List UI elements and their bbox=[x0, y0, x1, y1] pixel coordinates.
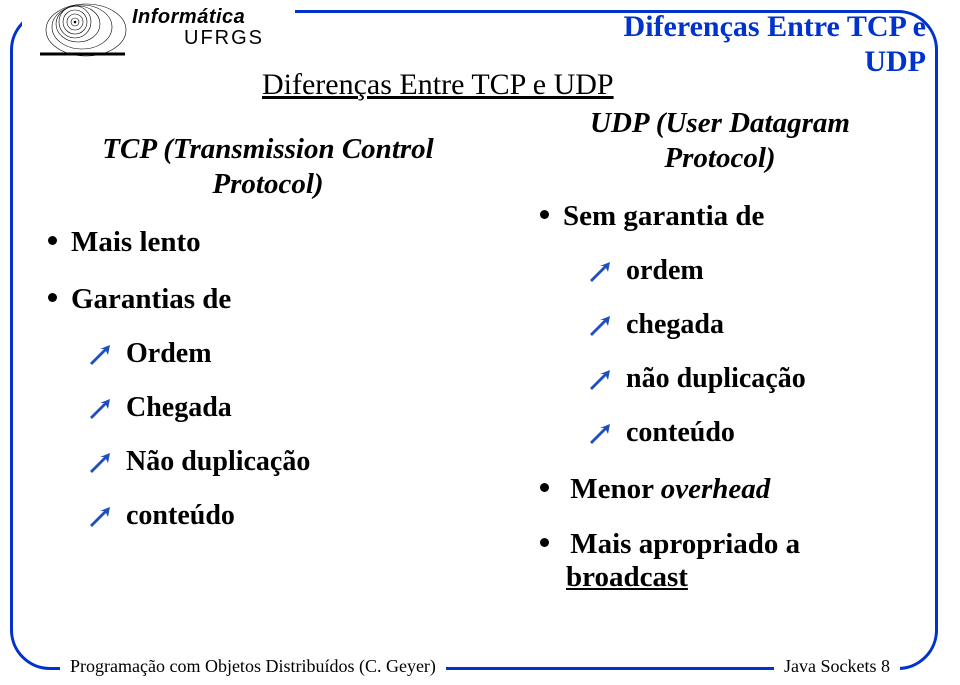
logo-text-line2: UFRGS bbox=[184, 27, 264, 50]
arrow-up-right-icon bbox=[88, 343, 114, 365]
slide-heading: Diferenças Entre TCP e UDP bbox=[262, 68, 614, 102]
tcp-heading: TCP (Transmission Control Protocol) bbox=[68, 132, 468, 202]
list-item: Mais apropriado a bbox=[540, 528, 920, 561]
list-subitem: ordem bbox=[588, 255, 920, 287]
topic-title-line2: UDP bbox=[864, 45, 926, 78]
list-item: Garantias de bbox=[48, 283, 488, 316]
arrow-up-right-icon bbox=[88, 397, 114, 419]
list-item-continuation: broadcast bbox=[566, 561, 920, 594]
arrow-up-right-icon bbox=[88, 451, 114, 473]
list-subitem: Chegada bbox=[88, 392, 488, 424]
footer-left: Programação com Objetos Distribuídos (C.… bbox=[60, 656, 446, 677]
list-subitem: não duplicação bbox=[588, 363, 920, 395]
left-column: TCP (Transmission Control Protocol) Mais… bbox=[48, 132, 488, 532]
list-subitem: conteúdo bbox=[588, 417, 920, 449]
list-item: Menor overhead bbox=[540, 473, 920, 506]
arrow-up-right-icon bbox=[588, 368, 614, 390]
logo-text-line1: Informática bbox=[132, 6, 264, 29]
topic-title-line1: Diferenças Entre TCP e bbox=[624, 10, 926, 43]
arrow-up-right-icon bbox=[588, 260, 614, 282]
list-subitem: chegada bbox=[588, 309, 920, 341]
arrow-up-right-icon bbox=[588, 422, 614, 444]
arrow-up-right-icon bbox=[88, 505, 114, 527]
arrow-up-right-icon bbox=[588, 314, 614, 336]
logo: Informática UFRGS bbox=[22, 0, 295, 70]
list-subitem: Ordem bbox=[88, 338, 488, 370]
list-subitem: Não duplicação bbox=[88, 446, 488, 478]
right-column: UDP (User Datagram Protocol) Sem garanti… bbox=[540, 106, 920, 594]
footer-right: Java Sockets 8 bbox=[774, 656, 900, 677]
udp-heading: UDP (User Datagram Protocol) bbox=[540, 106, 900, 176]
ufrgs-logo-icon bbox=[30, 2, 130, 60]
list-item: Sem garantia de bbox=[540, 200, 920, 233]
list-subitem: conteúdo bbox=[88, 500, 488, 532]
list-item: Mais lento bbox=[48, 226, 488, 259]
